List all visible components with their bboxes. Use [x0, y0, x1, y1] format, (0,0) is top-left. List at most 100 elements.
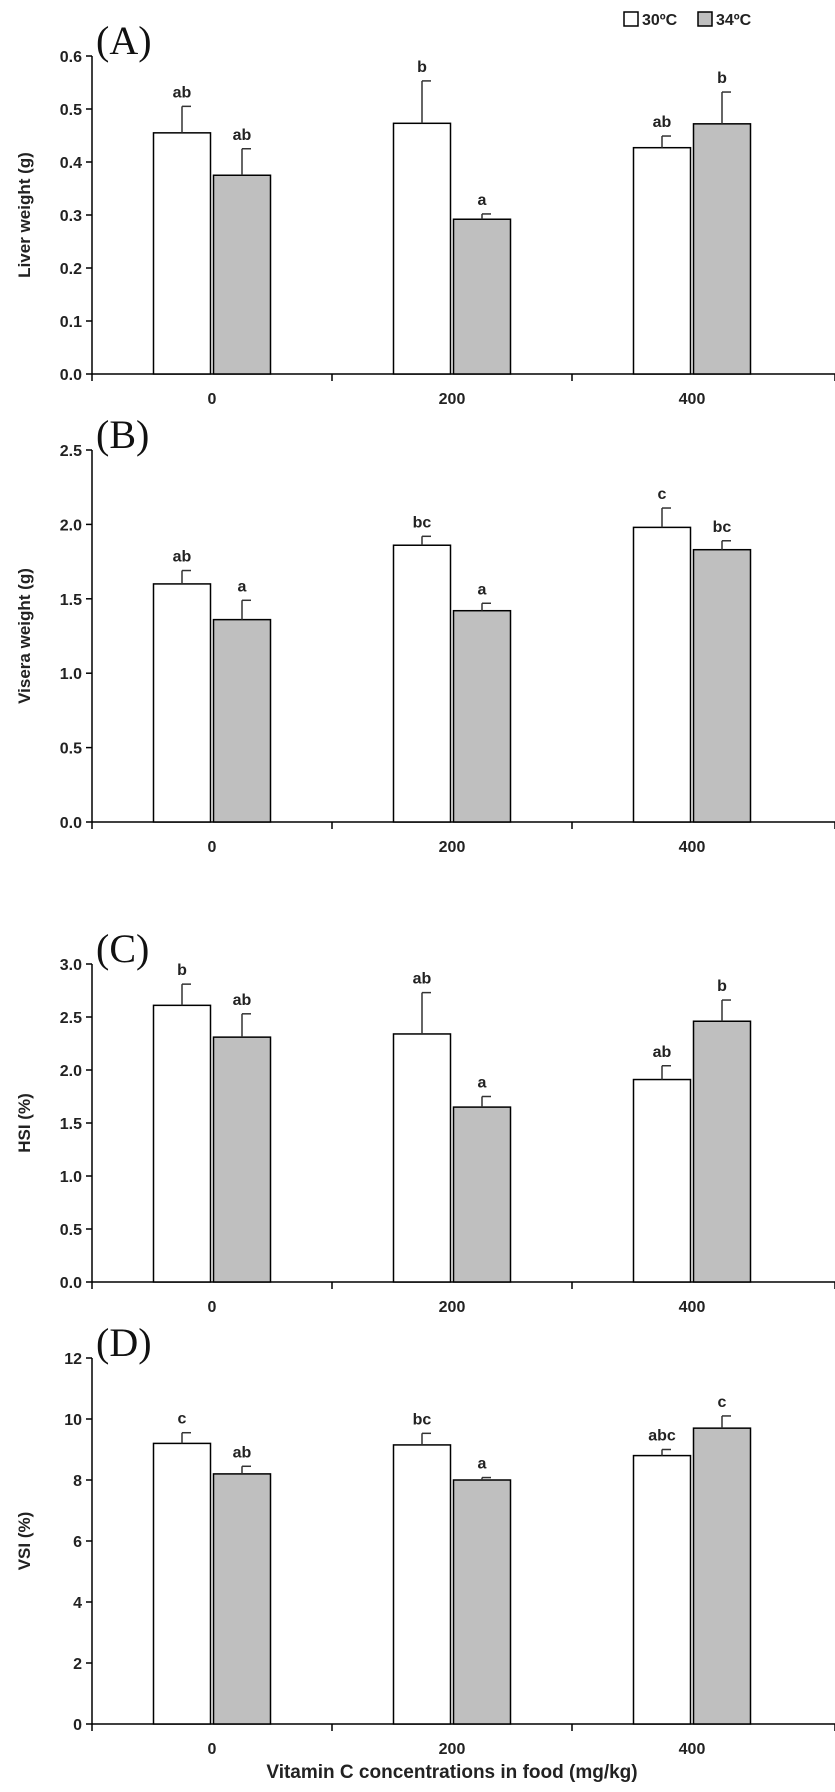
y-tick-label: 0	[73, 1717, 82, 1734]
significance-label: bc	[413, 1411, 432, 1428]
significance-label: c	[658, 486, 667, 503]
y-tick-label: 0.6	[60, 49, 82, 66]
y-tick-label: 12	[64, 1351, 82, 1368]
significance-label: c	[178, 1411, 187, 1428]
y-tick-label: 2.5	[60, 1010, 82, 1027]
y-tick-label: 2	[73, 1656, 82, 1673]
y-axis-title: Liver weight (g)	[15, 152, 34, 278]
significance-label: a	[478, 192, 487, 209]
significance-label: a	[478, 1456, 487, 1473]
legend: 30ºC 34ºC	[623, 11, 752, 29]
significance-label: ab	[413, 971, 432, 988]
x-tick-label: 200	[439, 1299, 466, 1316]
y-tick-label: 0.5	[60, 741, 82, 758]
panel-label: (D)	[96, 1320, 152, 1365]
significance-label: ab	[233, 992, 252, 1009]
x-tick-label: 400	[679, 1741, 706, 1758]
x-tick-label: 400	[679, 391, 706, 408]
bar	[452, 218, 512, 375]
bar	[692, 123, 752, 375]
bar	[212, 174, 272, 375]
legend-label-34c: 34ºC	[716, 12, 752, 29]
y-tick-label: 0.1	[60, 314, 82, 331]
y-tick-label: 0.4	[60, 155, 82, 172]
y-tick-label: 0.5	[60, 1222, 82, 1239]
y-tick-label: 0.5	[60, 102, 82, 119]
y-tick-label: 1.0	[60, 666, 82, 683]
bar	[692, 548, 752, 823]
bar	[692, 1020, 752, 1283]
bar	[212, 1036, 272, 1283]
bar	[452, 1106, 512, 1283]
significance-label: abc	[648, 1428, 676, 1445]
bar	[632, 526, 692, 823]
y-tick-label: 2.0	[60, 1063, 82, 1080]
y-tick-label: 2.0	[60, 517, 82, 534]
y-tick-label: 0.0	[60, 367, 82, 384]
x-tick-label: 400	[679, 1299, 706, 1316]
significance-label: ab	[233, 127, 252, 144]
y-tick-label: 1.5	[60, 592, 82, 609]
y-tick-label: 0.2	[60, 261, 82, 278]
x-tick-label: 0	[208, 1299, 217, 1316]
bar	[392, 544, 452, 823]
x-tick-label: 400	[679, 839, 706, 856]
chart-panel-2: (B) 0.0 0.5 1.0 1.5 2.0 2.5 Visera weight (g) 0 2…	[15, 412, 835, 856]
significance-label: b	[417, 59, 427, 76]
bar	[152, 1004, 212, 1283]
y-tick-label: 8	[73, 1473, 82, 1490]
bar	[632, 1454, 692, 1725]
y-tick-label: 0.3	[60, 208, 82, 225]
chart-panels: (A) 0.0 0.1 0.2 0.3 0.4 0.5 0.6 Liver weight (g)…	[15, 18, 835, 1758]
y-tick-label: 4	[73, 1595, 82, 1612]
y-tick-label: 3.0	[60, 957, 82, 974]
bar	[452, 609, 512, 823]
y-tick-label: 10	[64, 1412, 82, 1429]
chart-panel-4: (D) 0 2 4 6 8 10 12 VSI (%) 0 200 400 c bc abc ab a c	[15, 1320, 835, 1758]
panel-label: (C)	[96, 926, 149, 971]
panel-label: (A)	[96, 18, 152, 63]
bar	[392, 1444, 452, 1725]
y-axis-title: HSI (%)	[15, 1093, 34, 1153]
y-tick-label: 0.0	[60, 815, 82, 832]
significance-label: b	[717, 70, 727, 87]
x-axis-title: Vitamin C concentrations in food (mg/kg)	[266, 1762, 637, 1783]
significance-label: ab	[173, 549, 192, 566]
x-tick-label: 200	[439, 1741, 466, 1758]
significance-label: a	[478, 581, 487, 598]
significance-label: ab	[233, 1444, 252, 1461]
significance-label: bc	[713, 519, 732, 536]
significance-label: ab	[653, 1044, 672, 1061]
bar	[392, 1033, 452, 1283]
y-axis-title: Visera weight (g)	[15, 568, 34, 704]
bar	[212, 618, 272, 823]
significance-label: c	[718, 1394, 727, 1411]
bar	[152, 583, 212, 823]
significance-label: ab	[653, 114, 672, 131]
significance-label: ab	[173, 84, 192, 101]
x-tick-label: 0	[208, 391, 217, 408]
chart-panel-1: (A) 0.0 0.1 0.2 0.3 0.4 0.5 0.6 Liver weight (g)…	[15, 18, 835, 408]
y-tick-label: 1.0	[60, 1169, 82, 1186]
significance-label: a	[238, 578, 247, 595]
legend-label-30c: 30ºC	[642, 12, 678, 29]
bar	[632, 1078, 692, 1283]
x-tick-label: 200	[439, 391, 466, 408]
bar	[692, 1427, 752, 1725]
x-tick-label: 0	[208, 1741, 217, 1758]
legend-swatch-34c	[697, 11, 713, 27]
y-tick-label: 6	[73, 1534, 82, 1551]
bar	[152, 1442, 212, 1725]
bar	[452, 1479, 512, 1725]
bar	[152, 132, 212, 375]
bar	[632, 146, 692, 375]
x-tick-label: 200	[439, 839, 466, 856]
significance-label: bc	[413, 514, 432, 531]
panel-label: (B)	[96, 412, 149, 457]
chart-panel-3: (C) 0.0 0.5 1.0 1.5 2.0 2.5 3.0 HSI (%) 0 200 400 b a…	[15, 926, 835, 1316]
bar	[212, 1473, 272, 1725]
y-tick-label: 1.5	[60, 1116, 82, 1133]
x-tick-label: 0	[208, 839, 217, 856]
y-axis-title: VSI (%)	[15, 1512, 34, 1571]
